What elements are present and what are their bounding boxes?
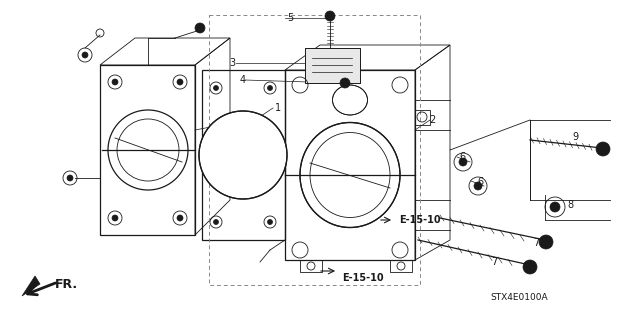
Text: 7: 7	[533, 238, 539, 248]
Circle shape	[268, 219, 273, 225]
Circle shape	[112, 79, 118, 85]
Circle shape	[596, 142, 610, 156]
Ellipse shape	[300, 122, 400, 227]
Text: 4: 4	[240, 75, 246, 85]
Circle shape	[523, 260, 537, 274]
Polygon shape	[22, 276, 40, 296]
Text: FR.: FR.	[55, 278, 78, 291]
Circle shape	[325, 11, 335, 21]
Ellipse shape	[333, 85, 367, 115]
Circle shape	[268, 85, 273, 91]
Text: E-15-10: E-15-10	[342, 273, 383, 283]
Circle shape	[539, 235, 553, 249]
Text: 7: 7	[491, 257, 497, 267]
Circle shape	[214, 85, 218, 91]
Text: 1: 1	[275, 103, 281, 113]
Text: 2: 2	[429, 115, 435, 125]
Text: 9: 9	[572, 132, 578, 142]
Text: E-15-10: E-15-10	[399, 215, 440, 225]
Bar	[300, 260, 322, 272]
Circle shape	[177, 215, 183, 221]
Circle shape	[474, 182, 482, 190]
Circle shape	[82, 52, 88, 58]
Circle shape	[550, 202, 560, 212]
Text: 8: 8	[567, 200, 573, 210]
Text: 3: 3	[229, 58, 235, 68]
Circle shape	[67, 175, 73, 181]
Bar	[305, 48, 360, 83]
Circle shape	[459, 158, 467, 166]
Circle shape	[195, 23, 205, 33]
Circle shape	[214, 219, 218, 225]
Bar	[390, 260, 412, 272]
Circle shape	[177, 79, 183, 85]
Bar	[305, 48, 360, 83]
Circle shape	[112, 215, 118, 221]
Bar	[415, 110, 430, 125]
Text: 6: 6	[459, 152, 465, 162]
Circle shape	[340, 78, 350, 88]
Text: 5: 5	[287, 13, 293, 23]
Ellipse shape	[199, 111, 287, 199]
Text: 6: 6	[477, 177, 483, 187]
Text: STX4E0100A: STX4E0100A	[490, 293, 548, 302]
Bar	[209, 15, 420, 285]
